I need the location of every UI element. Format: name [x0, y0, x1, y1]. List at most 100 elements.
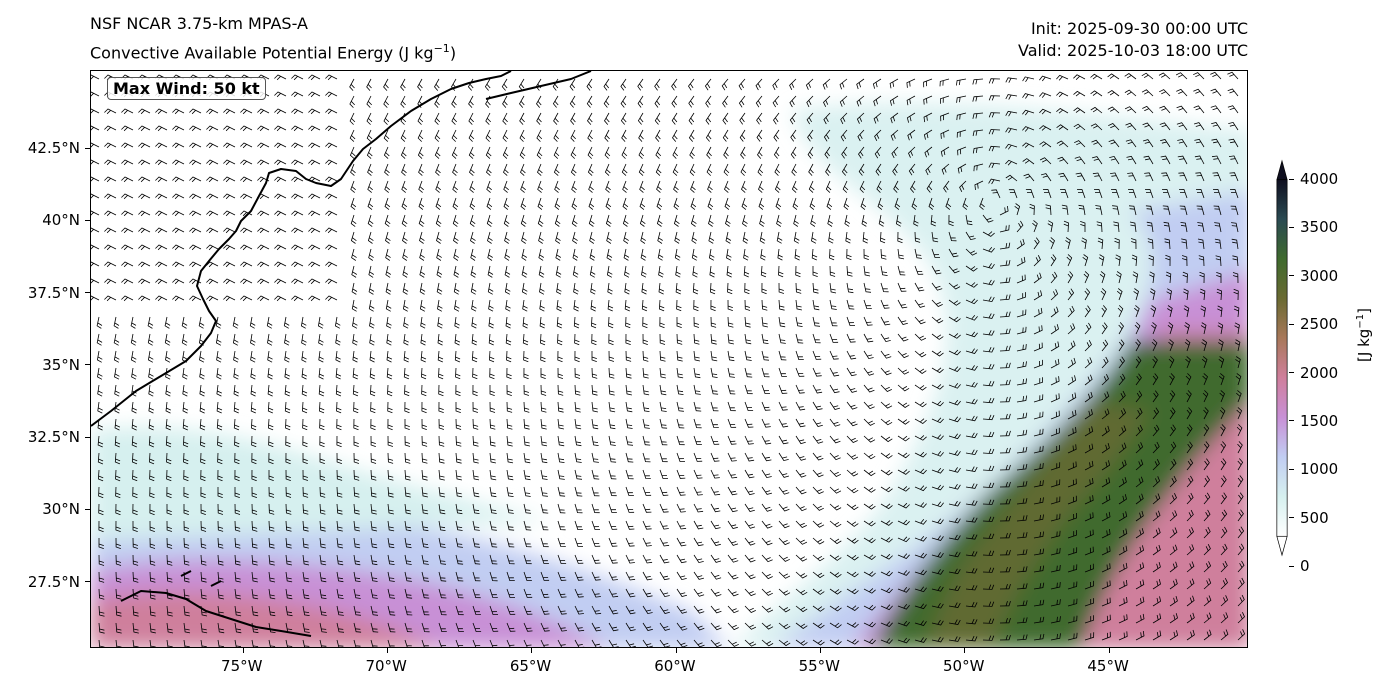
wind-barb: [308, 91, 321, 98]
wind-barb: [540, 503, 549, 514]
wind-barb: [1118, 597, 1128, 607]
wind-barb: [172, 142, 185, 149]
wind-barb: [1237, 594, 1245, 607]
wind-barb: [183, 554, 190, 566]
wind-barb: [291, 244, 304, 251]
wind-barb: [223, 278, 236, 285]
wind-barb: [1149, 271, 1155, 284]
wind-barb: [795, 316, 803, 327]
wind-barb: [523, 486, 531, 497]
wind-barb: [846, 503, 859, 511]
wind-barb: [863, 401, 875, 410]
wind-barb: [965, 551, 978, 557]
wind-barb: [1218, 339, 1224, 352]
wind-barb: [1118, 459, 1127, 471]
wind-barb: [1016, 274, 1026, 284]
wind-barb: [302, 639, 310, 647]
wind-barb: [553, 163, 560, 176]
wind-barb: [1099, 271, 1106, 284]
wind-barb: [240, 159, 253, 166]
wind-barb: [880, 401, 893, 409]
wind-barb: [727, 435, 737, 445]
wind-barb: [1141, 89, 1154, 97]
wind-barb: [710, 622, 722, 631]
wind-barb: [404, 435, 411, 447]
wind-barb: [540, 401, 547, 413]
wind-barb: [370, 401, 376, 414]
wind-barb: [846, 588, 859, 595]
wind-barb: [472, 401, 479, 413]
wind-barb: [1115, 254, 1121, 267]
wind-barb: [910, 180, 916, 193]
wind-barb: [1101, 322, 1108, 335]
wind-barb: [972, 129, 984, 137]
wind-barb: [812, 435, 824, 444]
wind-barb: [982, 567, 995, 573]
wind-barb: [1005, 174, 1018, 182]
wind-barb: [727, 401, 736, 412]
wind-barb: [1033, 377, 1043, 386]
wind-barb: [727, 605, 739, 614]
wind-barb: [1134, 322, 1141, 335]
wind-barb: [1067, 581, 1078, 590]
wind-barb: [1127, 172, 1137, 182]
wind-barb: [368, 282, 375, 295]
wind-barb: [586, 95, 593, 108]
wind-barb: [1042, 189, 1052, 199]
wind-barb: [1181, 238, 1188, 250]
wind-barb: [367, 231, 374, 244]
wind-barb: [1058, 172, 1069, 182]
wind-barb: [97, 384, 103, 397]
wind-barb: [1033, 255, 1041, 267]
wind-barb: [1233, 305, 1240, 318]
wind-barb: [940, 146, 950, 157]
wind-barb: [829, 571, 842, 578]
lon-tick-mark: [820, 648, 822, 653]
wind-barb: [1169, 613, 1178, 624]
wind-barb: [1118, 356, 1125, 369]
wind-barb: [604, 112, 610, 125]
wind-barb: [404, 520, 412, 532]
wind-barb: [268, 639, 276, 647]
wind-barb: [1117, 305, 1124, 318]
wind-barb: [402, 248, 408, 261]
wind-barb: [1186, 492, 1194, 505]
wind-barb: [206, 278, 219, 285]
wind-barb: [778, 639, 791, 647]
wind-barb: [250, 384, 257, 397]
wind-barb: [366, 112, 373, 125]
wind-barb: [761, 299, 768, 311]
wind-barb: [251, 452, 257, 465]
wind-barb: [1169, 544, 1178, 556]
wind-barb: [880, 486, 893, 493]
wind-barb: [216, 350, 222, 363]
wind-barb: [1182, 271, 1188, 284]
wind-barb: [778, 367, 787, 377]
wind-barb: [404, 537, 412, 549]
wind-barb: [625, 435, 634, 446]
wind-barb: [863, 367, 875, 376]
wind-barb: [274, 125, 287, 132]
wind-barb: [489, 435, 496, 447]
wind-barb: [659, 333, 666, 345]
wind-barb: [452, 214, 459, 227]
wind-barb: [1203, 492, 1211, 505]
wind-barb: [931, 518, 944, 525]
wind-barb: [454, 333, 461, 346]
wind-barb: [553, 112, 559, 125]
wind-barb: [1073, 123, 1086, 131]
wind-barb: [455, 384, 461, 397]
wind-barb: [607, 282, 613, 295]
wind-barb: [434, 129, 441, 142]
wind-barb: [350, 197, 357, 210]
wind-barb: [1067, 632, 1078, 641]
wind-barb: [485, 146, 492, 159]
wind-barb: [385, 299, 392, 312]
wind-barb: [846, 537, 859, 544]
wind-barb: [1074, 156, 1086, 165]
wind-barb: [1084, 305, 1091, 318]
wind-barb: [96, 333, 103, 346]
wind-barb: [1200, 305, 1206, 318]
wind-barb: [906, 78, 916, 88]
wind-barb: [183, 639, 190, 647]
